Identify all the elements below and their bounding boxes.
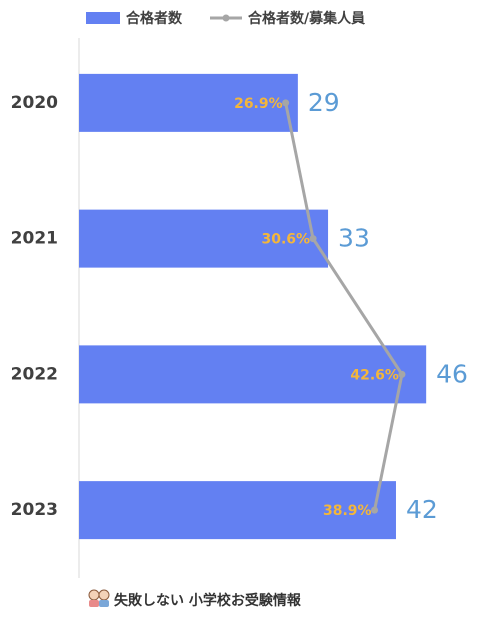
line-value-label: 38.9%: [323, 503, 372, 519]
line: [284, 102, 404, 511]
legend-swatch: [222, 14, 230, 22]
bar: [79, 209, 329, 268]
legend-label: 合格者数: [126, 10, 183, 27]
line-point: [282, 99, 290, 107]
line-value-label: 30.6%: [261, 232, 310, 248]
bar: [79, 481, 396, 540]
legend-label: 合格者数/募集人員: [248, 10, 365, 27]
line-value-label: 42.6%: [350, 367, 399, 383]
line-point: [371, 506, 379, 514]
line-point: [398, 370, 406, 378]
y-tick-label: 2021: [11, 229, 58, 249]
bar-value-label: 46: [436, 359, 468, 388]
line-value-label: 26.9%: [234, 96, 283, 112]
footer-icon: [88, 589, 110, 607]
bar: [79, 345, 427, 404]
bar-value-label: 42: [406, 495, 438, 524]
y-tick-label: 2022: [11, 364, 58, 384]
y-tick-label: 2023: [11, 500, 58, 520]
bar-value-label: 29: [308, 88, 340, 117]
bar: [79, 73, 298, 132]
legend-swatch: [86, 12, 120, 24]
bar-value-label: 33: [338, 224, 370, 253]
footer-text: 失敗しない 小学校お受験情報: [114, 592, 302, 609]
y-tick-label: 2020: [11, 93, 58, 113]
line-point: [309, 235, 317, 243]
